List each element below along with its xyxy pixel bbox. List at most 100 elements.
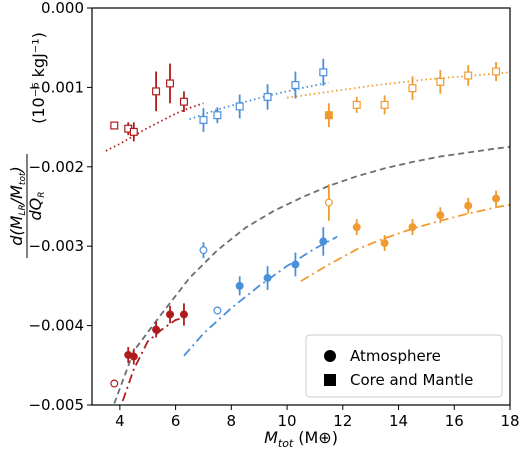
point-marker [179, 97, 188, 106]
point-marker [263, 273, 272, 282]
data-point-red-square [152, 71, 161, 112]
y-label-den-prefix: dQ [26, 198, 45, 221]
point-marker [352, 223, 361, 232]
y-tick-label: −0.005 [28, 396, 84, 414]
data-point-orange-circle [408, 219, 417, 236]
point-marker [319, 68, 328, 77]
y-label-num-mid: /M [7, 185, 26, 206]
y-axis-label: d(MLR/Mtot) dQR [7, 154, 47, 258]
data-point-orange-square [408, 76, 417, 101]
y-label-num-sub1: LR [18, 204, 28, 215]
data-point-orange-circle [464, 197, 473, 214]
point-marker [492, 194, 501, 203]
x-tick-label: 18 [500, 412, 519, 430]
point-marker [464, 71, 473, 80]
x-axis-label-unit: (M⊕) [298, 428, 338, 447]
data-point-red-circle [166, 305, 175, 324]
legend-marker-core-mantle [324, 374, 336, 386]
x-tick-label: 12 [333, 412, 352, 430]
data-point-blue-circle [199, 242, 208, 259]
legend-box [305, 334, 503, 398]
data-point-orange-square [380, 95, 389, 115]
data-point-red-circle [179, 303, 188, 326]
point-marker [408, 84, 417, 93]
fit-curve-orange-dashdot [300, 204, 511, 282]
point-marker [291, 81, 300, 90]
y-tick-label: −0.002 [28, 158, 84, 176]
y-label-num-prefix: d(M [7, 215, 26, 245]
point-marker [235, 281, 244, 290]
plot-frame [91, 7, 511, 406]
y-label-num-sub2: tot [18, 172, 28, 185]
x-axis-label: Mtot (M⊕) [264, 428, 338, 450]
fit-curve-red-dashdot [121, 316, 185, 402]
point-marker [213, 306, 222, 315]
data-point-orange-square [324, 103, 333, 128]
data-point-orange-circle [352, 219, 361, 236]
data-point-red-circle [152, 321, 161, 338]
point-marker [380, 100, 389, 109]
data-point-blue-square [235, 94, 244, 119]
data-point-blue-square [213, 107, 222, 124]
legend: Atmosphere Core and Mantle [305, 334, 503, 398]
point-marker [324, 111, 333, 120]
data-point-red-circle [129, 348, 138, 365]
legend-marker-atmosphere [324, 350, 336, 362]
data-point-orange-circle [436, 207, 445, 224]
point-marker [436, 77, 445, 86]
data-point-blue-square [319, 58, 328, 86]
point-marker [129, 352, 138, 361]
data-point-orange-square [464, 65, 473, 86]
point-marker [291, 260, 300, 269]
y-label-num-suffix: ) [7, 166, 26, 173]
data-point-red-square [110, 121, 119, 130]
fit-curve-blue-dashdot [183, 235, 338, 357]
y-label-den-sub: R [37, 191, 47, 197]
data-point-blue-circle [319, 227, 328, 256]
data-point-red-circle [110, 379, 119, 388]
x-axis-label-main: M [264, 428, 278, 447]
x-tick-label: 14 [389, 412, 408, 430]
y-axis-label-numerator: d(MLR/Mtot) [7, 166, 28, 246]
x-tick-label: 16 [445, 412, 464, 430]
data-point-blue-square [199, 108, 208, 132]
x-axis-label-sub: tot [278, 437, 294, 450]
y-tick-label: 0.000 [41, 0, 84, 17]
data-point-orange-circle [492, 190, 501, 207]
legend-label-atmosphere: Atmosphere [350, 347, 441, 365]
data-point-blue-circle [291, 252, 300, 277]
point-marker [152, 325, 161, 334]
point-marker [199, 115, 208, 124]
data-point-blue-circle [213, 306, 222, 315]
fit-curve-orange-dotted [286, 71, 511, 99]
axis-ticks: 4 6 8 10 12 14 16 18 0.000 −0.001 −0.002 −0.003 −0.0… [28, 0, 519, 430]
plot-content [105, 58, 511, 404]
data-point-blue-square [263, 84, 272, 110]
fit-curve-gray-dashed [113, 146, 511, 404]
point-marker [110, 121, 119, 130]
x-tick-label: 6 [171, 412, 181, 430]
fit-curve-red-dotted [105, 102, 204, 152]
point-marker [129, 127, 138, 136]
y-axis-label-denominator: dQR [26, 191, 47, 220]
point-marker [110, 379, 119, 388]
point-marker [152, 87, 161, 96]
data-point-red-square [166, 63, 175, 104]
data-point-orange-circle [324, 184, 333, 221]
data-point-blue-square [291, 71, 300, 99]
data-point-blue-circle [235, 276, 244, 296]
data-point-blue-circle [263, 266, 272, 290]
point-marker [324, 198, 333, 207]
data-point-red-square [129, 122, 138, 142]
point-marker [464, 201, 473, 210]
data-point-red-square [179, 91, 188, 113]
y-tick-label: −0.001 [28, 78, 84, 96]
x-tick-label: 8 [227, 412, 237, 430]
point-marker [235, 102, 244, 111]
point-marker [436, 211, 445, 220]
x-tick-label: 4 [115, 412, 125, 430]
point-marker [213, 111, 222, 120]
data-point-orange-square [492, 61, 501, 82]
point-marker [179, 310, 188, 319]
y-tick-label: −0.003 [28, 237, 84, 255]
